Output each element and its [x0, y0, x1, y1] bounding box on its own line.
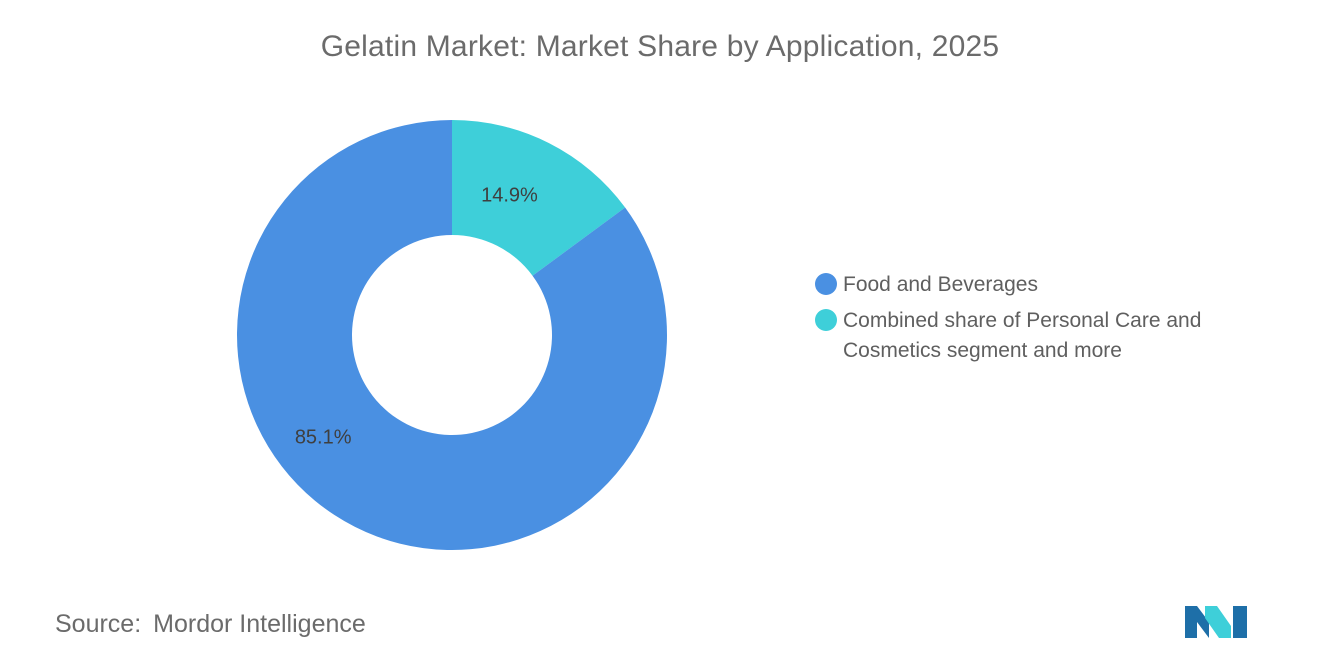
- source-label: Source:: [55, 610, 142, 638]
- donut-slice-personal-care-and-cosmetics: [452, 120, 626, 276]
- legend-item-personal-care-and-cosmetics: Combined share of Personal Care and Cosm…: [815, 306, 1255, 366]
- donut-slices: [237, 120, 668, 550]
- donut-slice-food-and-beverages: [237, 120, 668, 550]
- logo-shape-middle: [1205, 606, 1231, 638]
- slice-labels: 14.9% 85.1%: [295, 185, 538, 449]
- slice-label-personal-care-and-cosmetics: 14.9%: [481, 185, 538, 207]
- chart-legend: Food and Beverages Combined share of Per…: [815, 270, 1255, 372]
- legend-label: Combined share of Personal Care and Cosm…: [843, 309, 1202, 362]
- logo-shape-left: [1185, 606, 1209, 638]
- legend-swatch: [815, 309, 837, 331]
- legend-label: Food and Beverages: [843, 273, 1038, 296]
- source-value: Mordor Intelligence: [153, 610, 366, 638]
- logo-shape-right: [1233, 606, 1247, 638]
- slice-label-food-and-beverages: 85.1%: [295, 426, 352, 448]
- legend-swatch: [815, 273, 837, 295]
- source-note: Source: Mordor Intelligence: [55, 610, 366, 639]
- chart-title: Gelatin Market: Market Share by Applicat…: [320, 30, 1000, 63]
- legend-item-food-and-beverages: Food and Beverages: [815, 270, 1255, 300]
- mordor-intelligence-logo: [1185, 606, 1247, 638]
